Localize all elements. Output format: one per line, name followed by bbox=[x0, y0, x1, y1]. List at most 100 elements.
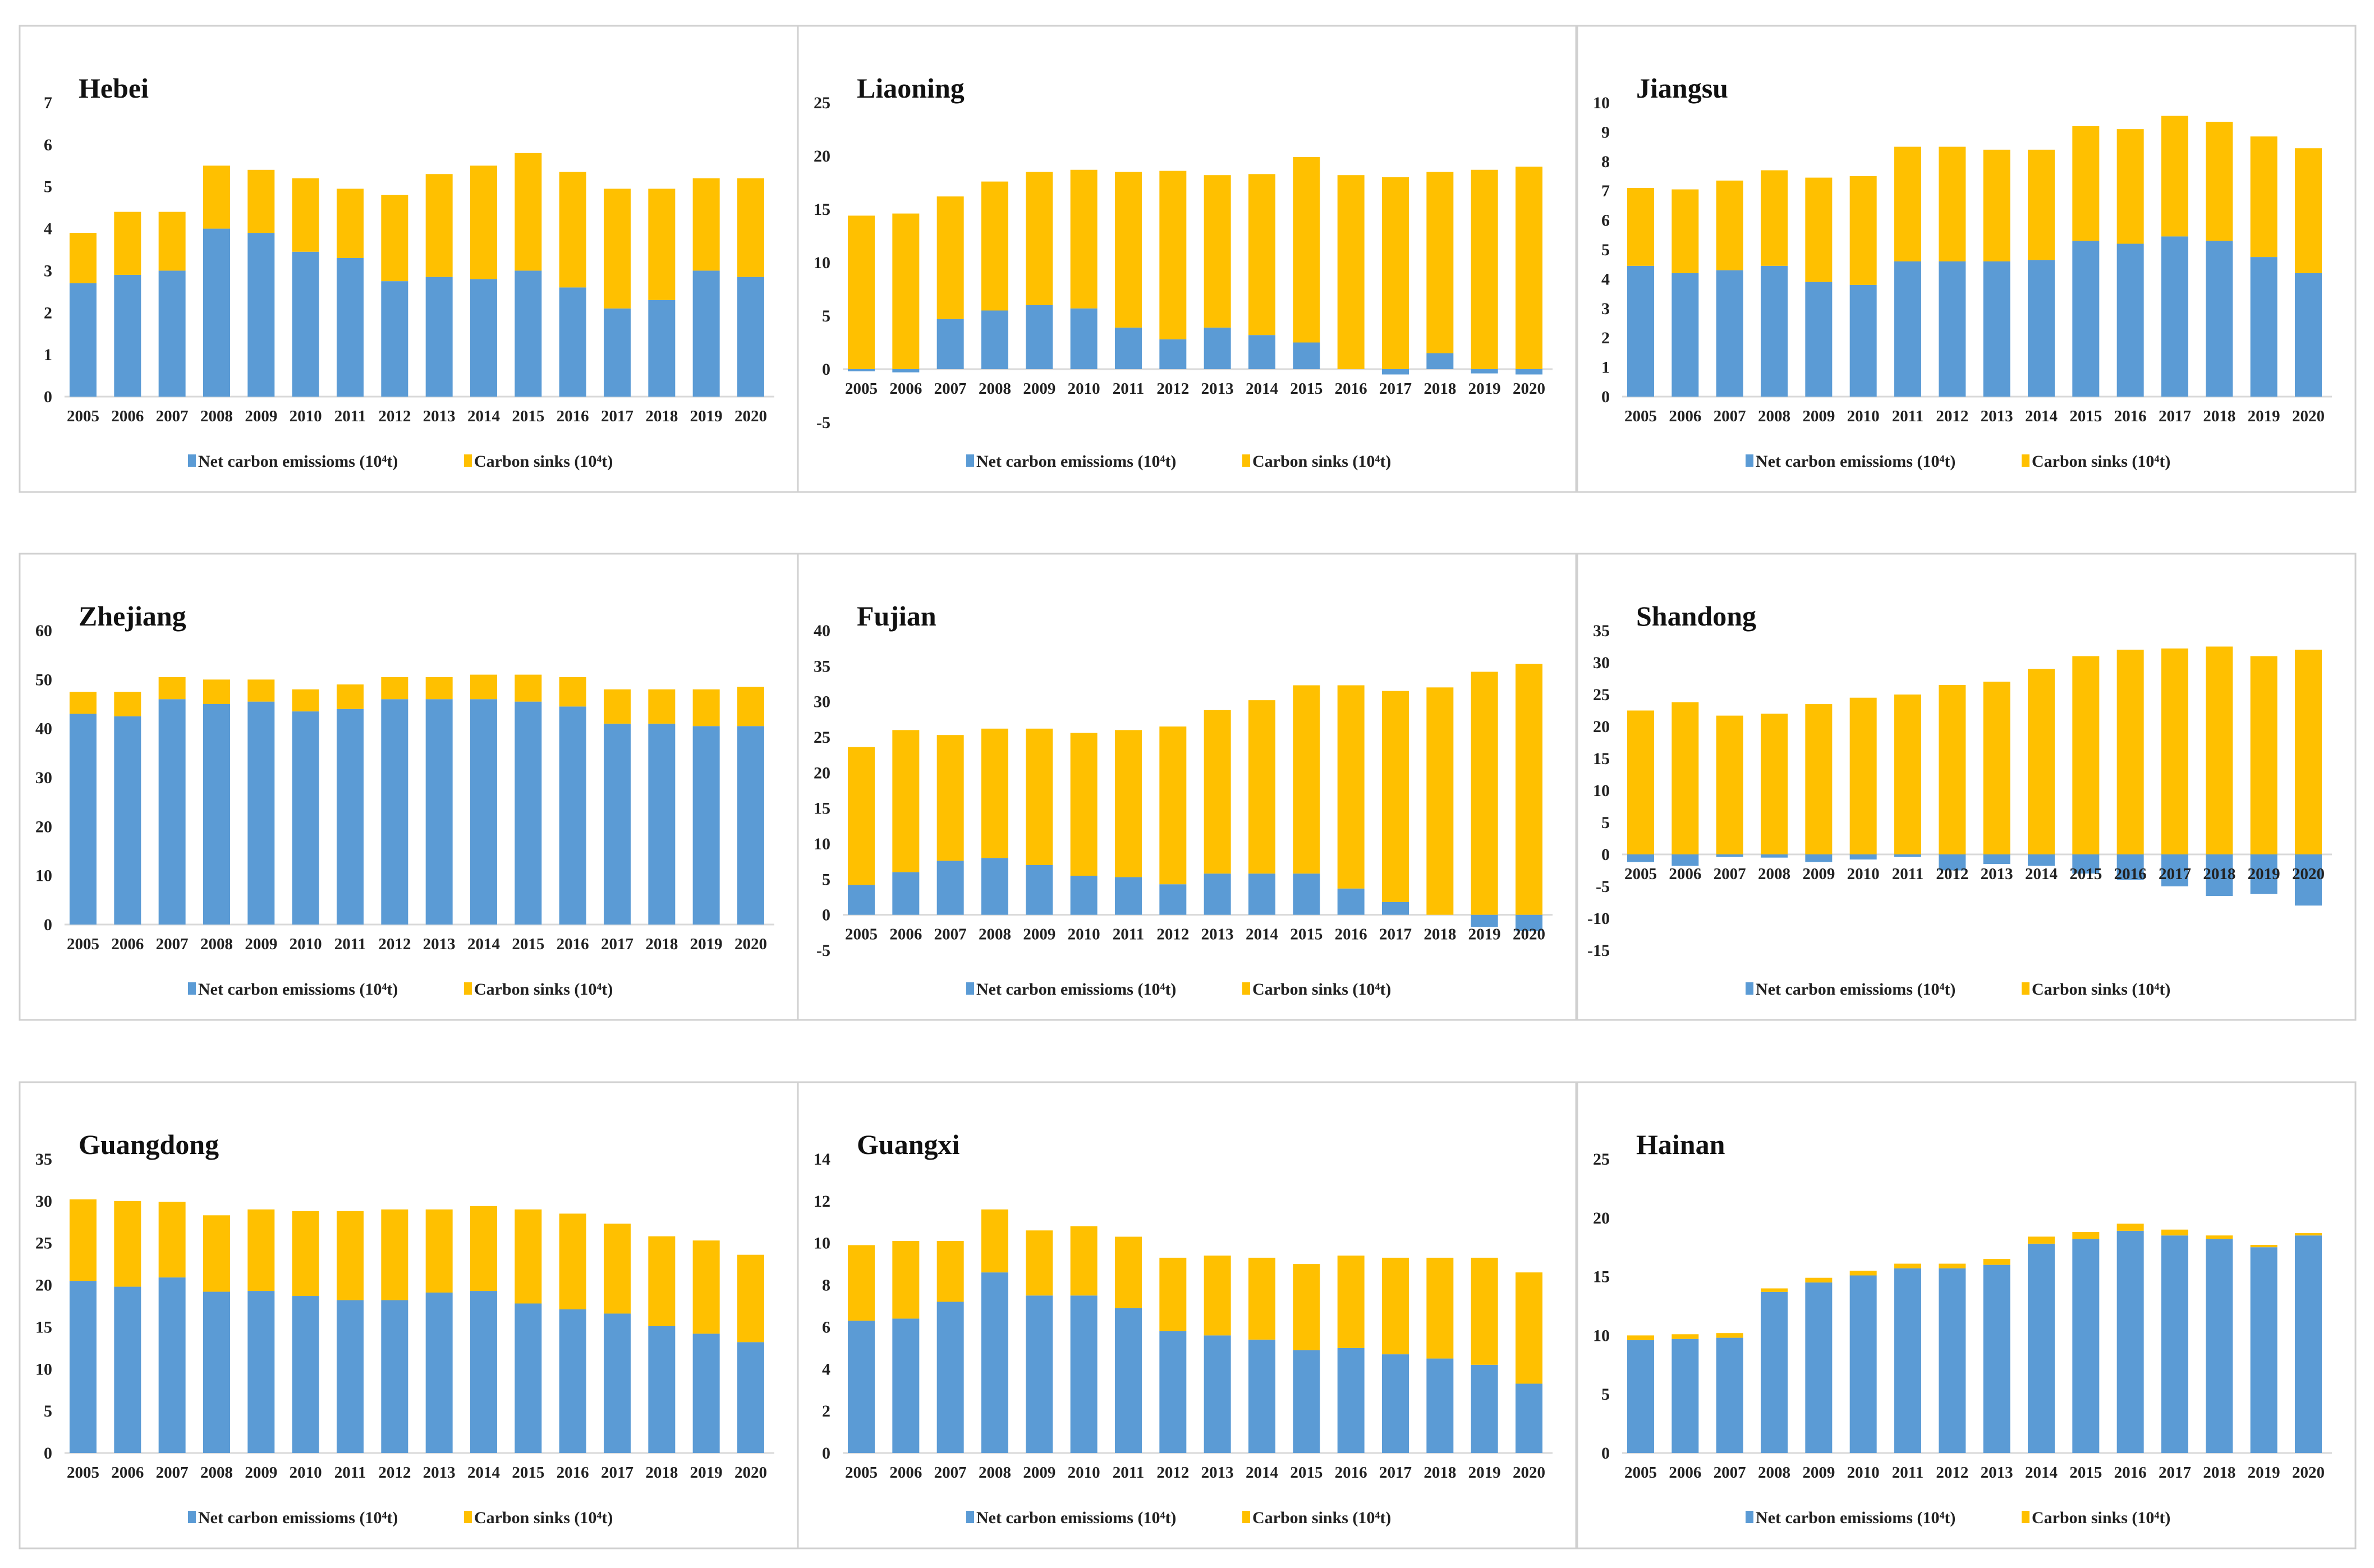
y-tick-label: 2 bbox=[44, 304, 52, 322]
bar-carbon-sinks bbox=[1849, 1271, 1877, 1276]
bar-net-emissions bbox=[1471, 914, 1498, 927]
bar-carbon-sinks bbox=[1716, 1333, 1743, 1338]
y-tick-label: 0 bbox=[822, 1444, 830, 1463]
x-tick-label: 2008 bbox=[979, 1464, 1011, 1482]
chart-panel-hebei: Hebei 0 1 2 3 4 5 6 7 2005 2006 2007 2008 2009 2010 201… bbox=[19, 25, 799, 493]
y-tick-label: 10 bbox=[1593, 1326, 1610, 1345]
bar-carbon-sinks bbox=[848, 1245, 875, 1321]
x-tick-label: 2009 bbox=[1802, 407, 1835, 425]
legend-swatch-sinks bbox=[2022, 982, 2029, 995]
bar-net-emissions bbox=[1248, 335, 1275, 369]
y-tick-label: 25 bbox=[35, 1234, 52, 1253]
legend-label-sinks: Carbon sinks (10⁴t) bbox=[474, 452, 613, 471]
x-tick-label: 2005 bbox=[67, 1464, 99, 1482]
bar-net-emissions bbox=[2161, 1235, 2188, 1453]
bar-net-emissions bbox=[2295, 1235, 2322, 1453]
x-tick-label: 2016 bbox=[2114, 1464, 2147, 1482]
x-tick-label: 2006 bbox=[1669, 865, 1701, 883]
bar-carbon-sinks bbox=[2161, 648, 2188, 854]
bar-carbon-sinks bbox=[2116, 650, 2144, 854]
legend-label-net: Net carbon emissioms (10⁴t) bbox=[1756, 1509, 1955, 1527]
bar-carbon-sinks bbox=[247, 679, 275, 702]
x-tick-label: 2019 bbox=[2248, 865, 2280, 883]
y-tick-label: 1 bbox=[44, 346, 52, 364]
x-tick-label: 2013 bbox=[1201, 926, 1234, 944]
x-tick-label: 2012 bbox=[1156, 380, 1189, 398]
bar-net-emissions bbox=[337, 709, 364, 925]
bar-net-emissions bbox=[1115, 1308, 1142, 1453]
bar-net-emissions bbox=[648, 723, 676, 925]
x-tick-label: 2018 bbox=[1424, 1464, 1456, 1482]
y-tick-label: 7 bbox=[1601, 182, 1610, 200]
bar-carbon-sinks bbox=[2295, 1233, 2322, 1236]
legend-swatch-net bbox=[966, 454, 974, 467]
x-tick-label: 2015 bbox=[1290, 1464, 1323, 1482]
bar-net-emissions bbox=[1849, 1275, 1877, 1453]
legend-swatch-sinks bbox=[1242, 982, 1250, 995]
y-tick-label: 0 bbox=[44, 388, 52, 406]
bar-net-emissions bbox=[470, 1291, 497, 1453]
x-tick-label: 2006 bbox=[111, 1464, 144, 1482]
bar-carbon-sinks bbox=[1204, 710, 1231, 874]
x-tick-label: 2006 bbox=[1669, 407, 1701, 425]
legend-swatch-sinks bbox=[1242, 454, 1250, 467]
bar-net-emissions bbox=[936, 861, 964, 915]
y-tick-label: 10 bbox=[35, 867, 52, 885]
bar-carbon-sinks bbox=[1426, 687, 1454, 915]
y-tick-label: 10 bbox=[814, 835, 830, 853]
legend-label-sinks: Carbon sinks (10⁴t) bbox=[2032, 980, 2170, 999]
bar-carbon-sinks bbox=[2028, 669, 2055, 854]
x-tick-label: 2007 bbox=[156, 935, 189, 953]
x-tick-label: 2010 bbox=[1847, 407, 1880, 425]
legend-label-sinks: Carbon sinks (10⁴t) bbox=[2032, 1509, 2170, 1527]
x-tick-label: 2009 bbox=[245, 407, 277, 425]
x-tick-label: 2010 bbox=[1068, 926, 1100, 944]
x-tick-label: 2017 bbox=[2159, 1464, 2191, 1482]
bar-net-emissions bbox=[1026, 1295, 1053, 1453]
bar-net-emissions bbox=[114, 1286, 141, 1453]
bar-net-emissions bbox=[981, 310, 1008, 369]
bar-net-emissions bbox=[2206, 854, 2233, 896]
x-tick-label: 2016 bbox=[557, 407, 589, 425]
x-tick-label: 2016 bbox=[2114, 865, 2147, 883]
bar-carbon-sinks bbox=[1293, 685, 1320, 874]
bar-net-emissions bbox=[1293, 342, 1320, 369]
y-tick-label: 14 bbox=[814, 1150, 830, 1169]
x-tick-label: 2019 bbox=[690, 1464, 723, 1482]
x-tick-label: 2007 bbox=[934, 1464, 967, 1482]
bar-carbon-sinks bbox=[2206, 1235, 2233, 1239]
y-tick-label: -10 bbox=[1587, 909, 1610, 928]
y-tick-label: 30 bbox=[35, 1192, 52, 1211]
y-tick-label: 20 bbox=[1593, 718, 1610, 736]
y-tick-label: 3 bbox=[1601, 300, 1610, 318]
bar-net-emissions bbox=[1983, 261, 2010, 397]
bar-carbon-sinks bbox=[648, 689, 676, 724]
bar-carbon-sinks bbox=[737, 1254, 764, 1342]
x-tick-label: 2013 bbox=[1981, 407, 2013, 425]
y-tick-label: 0 bbox=[1601, 845, 1610, 864]
bar-net-emissions bbox=[2072, 1239, 2100, 1453]
bar-net-emissions bbox=[515, 1303, 542, 1453]
bar-carbon-sinks bbox=[515, 674, 542, 702]
legend-label-sinks: Carbon sinks (10⁴t) bbox=[474, 1509, 613, 1527]
bar-net-emissions bbox=[559, 706, 586, 925]
bar-net-emissions bbox=[1894, 1268, 1921, 1453]
y-tick-label: 20 bbox=[35, 1276, 52, 1295]
x-tick-label: 2005 bbox=[1624, 865, 1657, 883]
y-tick-label: 10 bbox=[1593, 94, 1610, 112]
y-tick-label: 8 bbox=[822, 1276, 830, 1295]
chart-panel-hainan: Hainan 0 5 10 15 20 25 2005 2006 2007 2008 2009 2010… bbox=[1576, 1081, 2357, 1549]
bar-carbon-sinks bbox=[1337, 1256, 1365, 1348]
x-tick-label: 2006 bbox=[111, 935, 144, 953]
bar-net-emissions bbox=[2250, 854, 2277, 894]
x-tick-label: 2005 bbox=[1624, 1464, 1657, 1482]
x-tick-label: 2011 bbox=[1113, 1464, 1144, 1482]
bar-carbon-sinks bbox=[1382, 1257, 1409, 1355]
bar-net-emissions bbox=[1805, 1282, 1833, 1453]
bar-carbon-sinks bbox=[1471, 169, 1498, 369]
bar-carbon-sinks bbox=[692, 689, 720, 726]
y-tick-label: 35 bbox=[1593, 622, 1610, 640]
bar-carbon-sinks bbox=[2206, 122, 2233, 241]
bar-carbon-sinks bbox=[337, 684, 364, 709]
x-tick-label: 2018 bbox=[645, 407, 678, 425]
